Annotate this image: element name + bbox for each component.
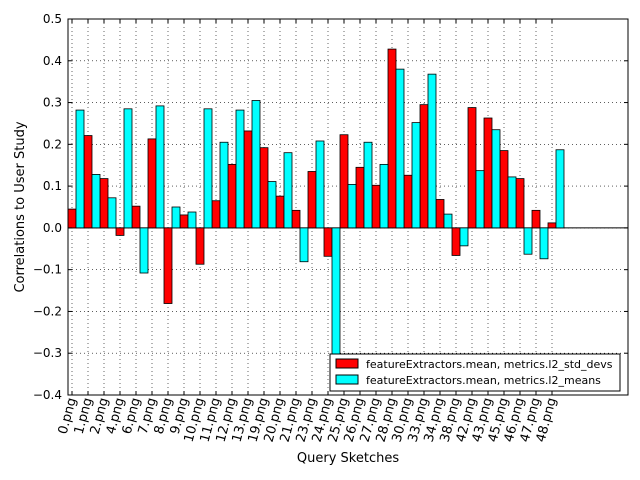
y-tick-label: −0.3 bbox=[33, 346, 62, 360]
bar-means bbox=[155, 105, 165, 229]
bar-means bbox=[395, 68, 405, 229]
y-tick-label: −0.2 bbox=[33, 304, 62, 318]
plot-frame bbox=[67, 18, 629, 396]
bar-means bbox=[523, 227, 533, 255]
bar-means bbox=[475, 170, 485, 229]
bar-std-devs bbox=[131, 205, 141, 229]
bar-std-devs bbox=[243, 130, 253, 229]
bar-means bbox=[411, 122, 421, 229]
bar-std-devs bbox=[99, 178, 109, 229]
bar-means bbox=[539, 227, 549, 260]
bar-means bbox=[187, 211, 197, 229]
bar-std-devs bbox=[323, 227, 333, 257]
x-axis-label: Query Sketches bbox=[297, 451, 399, 466]
bar-std-devs bbox=[115, 227, 125, 236]
y-tick-label: 0.5 bbox=[43, 12, 62, 26]
legend-swatch-means bbox=[335, 374, 359, 385]
bar-std-devs bbox=[67, 208, 77, 229]
bar-std-devs bbox=[163, 227, 173, 304]
bar-std-devs bbox=[403, 174, 413, 229]
legend: featureExtractors.mean, metrics.l2_std_d… bbox=[329, 353, 621, 392]
y-tick-label: 0.0 bbox=[43, 221, 62, 235]
bar-means bbox=[219, 141, 229, 229]
bar-means bbox=[507, 176, 517, 229]
bar-std-devs bbox=[451, 227, 461, 256]
bar-means bbox=[139, 227, 149, 274]
bar-std-devs bbox=[211, 200, 221, 229]
bar-std-devs bbox=[291, 209, 301, 229]
bar-std-devs bbox=[179, 214, 189, 229]
bar-std-devs bbox=[339, 134, 349, 229]
ticks-layer bbox=[68, 18, 628, 396]
bar-means bbox=[75, 109, 85, 229]
bar-std-devs bbox=[547, 222, 557, 229]
bar-std-devs bbox=[275, 195, 285, 229]
bar-std-devs bbox=[435, 199, 445, 229]
legend-label-means: featureExtractors.mean, metrics.l2_means bbox=[366, 374, 601, 387]
y-tick-label: 0.3 bbox=[43, 96, 62, 110]
bar-means bbox=[491, 129, 501, 229]
bar-means bbox=[299, 227, 309, 263]
bar-std-devs bbox=[515, 178, 525, 229]
bar-std-devs bbox=[147, 138, 157, 229]
bar-means bbox=[379, 163, 389, 229]
bar-means bbox=[363, 141, 373, 229]
y-tick-label: −0.1 bbox=[33, 263, 62, 277]
bar-std-devs bbox=[531, 209, 541, 229]
bar-means bbox=[91, 174, 101, 229]
y-tick-labels: −0.4 −0.3 −0.2 −0.1 0.0 0.1 0.2 0.3 0.4 0.5 bbox=[33, 12, 62, 402]
y-tick-label: 0.1 bbox=[43, 179, 62, 193]
bar-std-devs bbox=[355, 166, 365, 229]
bar-means bbox=[331, 227, 341, 356]
bar-std-devs bbox=[83, 135, 93, 229]
bar-means bbox=[427, 73, 437, 229]
bar-means bbox=[203, 108, 213, 229]
bar-std-devs bbox=[307, 171, 317, 229]
legend-label-std-devs: featureExtractors.mean, metrics.l2_std_d… bbox=[366, 358, 613, 371]
bar-std-devs bbox=[419, 104, 429, 229]
bar-std-devs bbox=[467, 107, 477, 229]
bar-means bbox=[555, 149, 565, 229]
bar-means bbox=[251, 100, 261, 229]
y-axis-label: Correlations to User Study bbox=[13, 121, 28, 292]
bar-std-devs bbox=[227, 163, 237, 229]
bar-means bbox=[347, 184, 357, 229]
bar-std-devs bbox=[371, 184, 381, 229]
bar-means bbox=[107, 197, 117, 229]
y-tick-label: 0.2 bbox=[43, 137, 62, 151]
legend-swatch-std-devs bbox=[335, 358, 359, 369]
bar-means bbox=[123, 108, 133, 229]
bar-std-devs bbox=[259, 147, 269, 229]
bar-std-devs bbox=[499, 150, 509, 229]
bar-std-devs bbox=[195, 227, 205, 265]
bar-means bbox=[459, 227, 469, 247]
bar-means bbox=[267, 181, 277, 229]
bar-means bbox=[171, 206, 181, 229]
y-tick-label: 0.4 bbox=[43, 54, 62, 68]
legend-box bbox=[329, 353, 621, 392]
bars-layer bbox=[67, 48, 565, 356]
bar-std-devs bbox=[387, 48, 397, 229]
bar-means bbox=[283, 152, 293, 229]
bar-means bbox=[443, 213, 453, 229]
bar-means bbox=[315, 140, 325, 229]
y-tick-label: −0.4 bbox=[33, 388, 62, 402]
bar-std-devs bbox=[483, 117, 493, 229]
bar-means bbox=[235, 109, 245, 229]
